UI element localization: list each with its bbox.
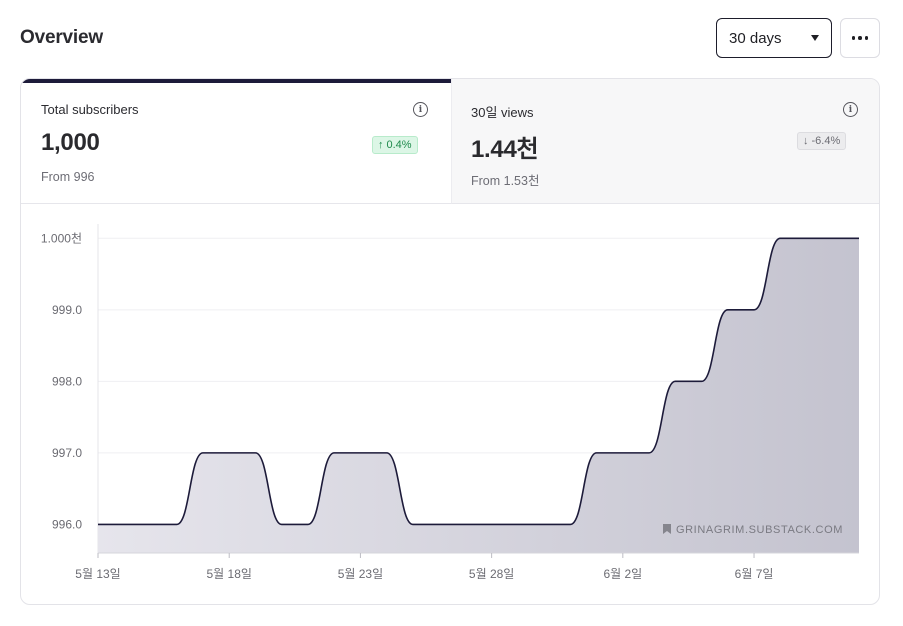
x-tick-label: 6월 7일 (735, 567, 774, 581)
x-tick-label: 5월 13일 (75, 567, 120, 581)
info-icon[interactable]: i (843, 102, 858, 117)
arrow-down-icon: ↓ (803, 135, 809, 147)
series-line (98, 237, 859, 526)
stat-value: 1,000 (41, 129, 100, 156)
overview-card: Total subscribers i 1,000 ↑ 0.4% From 99… (20, 78, 880, 605)
chart-svg: 996.0 997.0 998.0 999.0 1.000천 5월 13일 5월 18일 5월… (41, 224, 859, 581)
more-dots-icon-dot (864, 36, 869, 40)
change-value: 0.4% (386, 139, 412, 151)
x-tick-label: 5월 28일 (469, 567, 514, 581)
date-range-value: 30 days (729, 29, 782, 47)
subscribers-chart: 996.0 997.0 998.0 999.0 1.000천 5월 13일 5월 18일 5월… (21, 204, 879, 604)
x-tick-label: 5월 18일 (206, 567, 251, 581)
caret-down-icon (811, 35, 819, 41)
change-value: -6.4% (811, 135, 841, 147)
y-tick-label: 996.0 (52, 517, 82, 531)
y-tick-label: 998.0 (52, 374, 82, 388)
change-badge: ↓ -6.4% (797, 132, 847, 150)
stat-tab-views[interactable]: 30일 views i 1.44천 ↓ -6.4% From 1.53천 (451, 79, 879, 204)
stat-tab-subscribers[interactable]: Total subscribers i 1,000 ↑ 0.4% From 99… (21, 79, 451, 204)
x-tick-label: 6월 2일 (603, 567, 642, 581)
y-tick-label: 997.0 (52, 446, 82, 460)
stat-from: From 996 (41, 170, 95, 184)
bookmark-icon (663, 524, 671, 534)
change-badge: ↑ 0.4% (372, 136, 418, 154)
x-tick-label: 5월 23일 (338, 567, 383, 581)
stat-label: Total subscribers (41, 102, 139, 117)
arrow-up-icon: ↑ (378, 139, 384, 151)
area-fill (98, 238, 859, 553)
more-dots-icon-dot (858, 36, 862, 40)
more-dots-icon (851, 36, 856, 40)
stat-value: 1.44천 (471, 136, 539, 163)
stat-from: From 1.53천 (471, 174, 540, 188)
y-tick-label: 1.000천 (41, 230, 82, 245)
date-range-select[interactable]: 30 days (716, 18, 832, 58)
y-tick-label: 999.0 (52, 303, 82, 317)
watermark-label: GRINAGRIM.SUBSTACK.COM (676, 524, 843, 536)
stat-label: 30일 views (471, 105, 534, 120)
info-icon[interactable]: i (413, 102, 428, 117)
more-options-button[interactable] (840, 18, 880, 58)
page-title: Overview (20, 27, 103, 48)
